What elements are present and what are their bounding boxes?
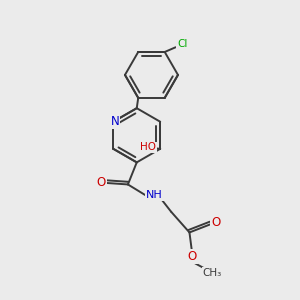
Text: Cl: Cl (177, 39, 187, 49)
Text: O: O (211, 216, 220, 229)
Text: O: O (188, 250, 197, 263)
Text: HO: HO (140, 142, 156, 152)
Text: NH: NH (146, 190, 163, 200)
Text: N: N (110, 115, 119, 128)
Text: O: O (97, 176, 106, 190)
Text: CH₃: CH₃ (202, 268, 222, 278)
